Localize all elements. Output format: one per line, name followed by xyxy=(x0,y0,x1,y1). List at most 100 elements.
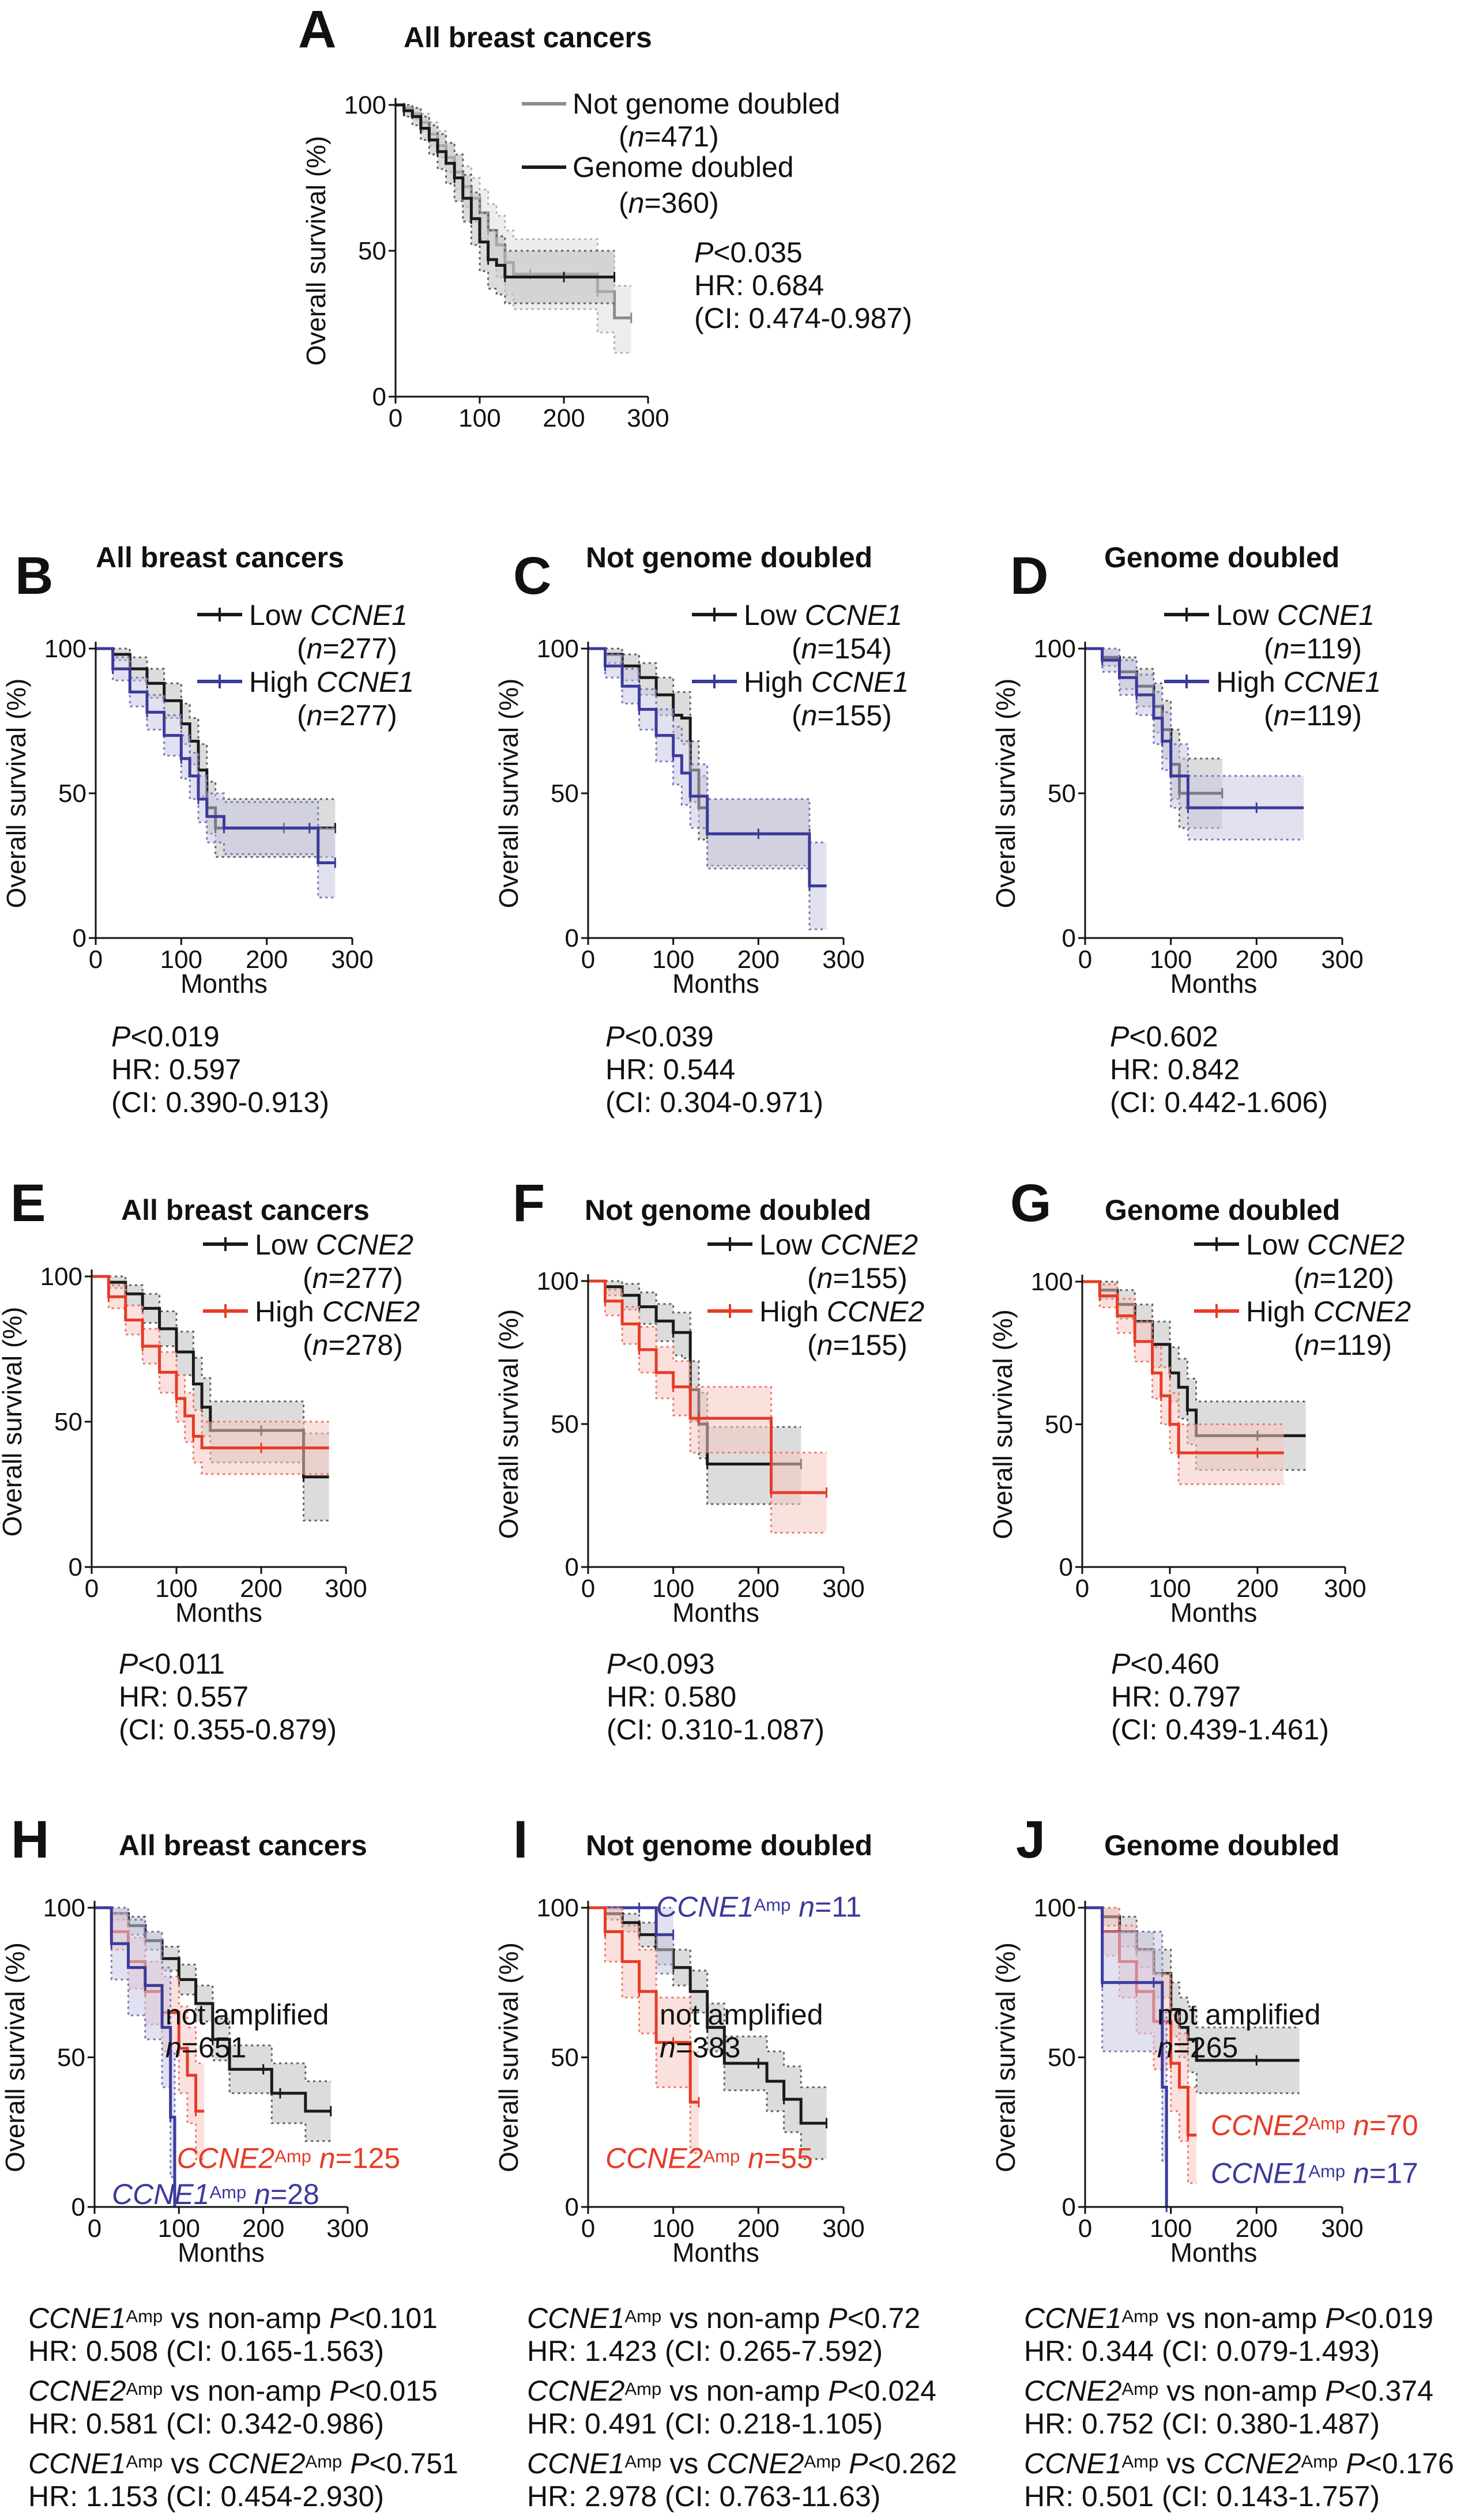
text-segment xyxy=(246,2178,254,2210)
text-segment: HR: 0.797 xyxy=(1111,1681,1241,1713)
text-segment: n xyxy=(799,1891,815,1923)
y-tick-label: 50 xyxy=(551,1410,579,1438)
text-segment: CCNE1 xyxy=(1024,2302,1121,2334)
text-segment: CCNE1 xyxy=(527,2302,624,2334)
series-high-ccne2 xyxy=(588,1279,827,1534)
legend-label: Genome doubled xyxy=(573,151,794,183)
text-segment: P xyxy=(1325,2302,1345,2334)
text-segment: =28 xyxy=(270,2178,319,2210)
legend-n: (n=277) xyxy=(297,632,397,665)
x-tick-label: 200 xyxy=(240,1574,282,1603)
ci-lower xyxy=(95,1907,176,2207)
x-tick-label: 100 xyxy=(155,1574,197,1603)
stats-line: P<0.093 xyxy=(607,1648,715,1680)
stats-line: HR: 1.153 (CI: 0.454-2.930) xyxy=(28,2480,384,2513)
legend-n: (n=119) xyxy=(1294,1329,1392,1361)
text-segment: vs non-amp xyxy=(1158,2302,1325,2334)
series-ccne1amp-n-28 xyxy=(95,1906,176,2207)
x-tick-label: 0 xyxy=(389,404,402,432)
x-tick-label: 0 xyxy=(1075,1574,1089,1603)
text-segment: n xyxy=(801,632,818,665)
text-segment: CCNE2 xyxy=(1313,1295,1411,1328)
x-tick-label: 300 xyxy=(331,946,373,974)
superscript: Amp xyxy=(209,2182,246,2202)
stats-line: CCNE2Amp vs non-amp P<0.024 xyxy=(527,2375,936,2407)
label-not-amplified: not amplified xyxy=(660,1998,823,2031)
stats-line: HR: 0.842 xyxy=(1110,1053,1240,1086)
y-tick-label: 50 xyxy=(358,237,386,265)
survival-line xyxy=(92,1275,329,1449)
ci-band xyxy=(1082,1282,1284,1485)
text-segment: P xyxy=(119,1648,138,1680)
text-segment: HR: 0.684 xyxy=(694,269,824,302)
text-segment: n xyxy=(307,699,323,732)
panel-title: Genome doubled xyxy=(1105,1194,1340,1226)
text-segment: <0.262 xyxy=(868,2447,957,2480)
text-segment xyxy=(841,2447,849,2480)
legend-label: Low CCNE2 xyxy=(759,1229,918,1261)
text-segment: Low xyxy=(1246,1229,1307,1261)
legend-n: (n=154) xyxy=(792,632,892,665)
y-tick-label: 100 xyxy=(1034,635,1076,663)
ci-band xyxy=(588,1281,827,1533)
text-segment: ( xyxy=(807,1329,817,1361)
superscript: Amp xyxy=(1308,2161,1345,2182)
text-segment: <0.093 xyxy=(626,1648,714,1680)
x-tick-label: 0 xyxy=(581,946,595,974)
superscript: Amp xyxy=(624,2306,661,2326)
text-segment: HR: 0.581 (CI: 0.342-0.986) xyxy=(28,2408,384,2440)
legend-label: Low CCNE1 xyxy=(1216,599,1375,631)
text-segment: P xyxy=(111,1020,131,1053)
text-segment: P xyxy=(1346,2447,1365,2480)
text-segment: HR: 0.597 xyxy=(111,1053,241,1086)
text-segment: CCNE1 xyxy=(1024,2447,1121,2480)
y-tick-label: 100 xyxy=(344,91,386,119)
x-tick-label: 200 xyxy=(1236,1574,1278,1603)
y-tick-label: 50 xyxy=(551,2044,579,2072)
text-segment: High xyxy=(1216,666,1283,698)
ci-lower xyxy=(1085,647,1304,841)
text-segment: P xyxy=(1110,1020,1130,1053)
panel-E: E All breast cancers 0 50 100 0 100 200 300 Month… xyxy=(0,1174,420,1746)
x-axis-label: Months xyxy=(180,969,268,999)
panel-title: Not genome doubled xyxy=(586,1829,872,1862)
text-segment: ( xyxy=(303,1262,313,1294)
text-segment: HR: 0.491 (CI: 0.218-1.105) xyxy=(527,2408,883,2440)
text-segment: =155) xyxy=(833,1329,907,1361)
text-segment: <0.602 xyxy=(1129,1020,1218,1053)
x-tick-label: 300 xyxy=(822,946,864,974)
label-ccne2amp: CCNE2Amp n=55 xyxy=(605,2142,813,2175)
x-tick-label: 200 xyxy=(246,946,288,974)
stats-line: HR: 0.491 (CI: 0.218-1.105) xyxy=(527,2408,883,2440)
panel-title: Not genome doubled xyxy=(586,541,872,574)
stats-line: P<0.011 xyxy=(119,1648,225,1680)
superscript: Amp xyxy=(703,2146,740,2167)
text-segment: =155) xyxy=(817,699,891,732)
ci-lower xyxy=(396,104,615,304)
y-tick-label: 50 xyxy=(1048,2044,1076,2072)
stats-line: HR: 0.797 xyxy=(1111,1681,1241,1713)
y-tick-label: 100 xyxy=(1034,1894,1076,1922)
ci-lower xyxy=(588,647,827,931)
superscript: Amp xyxy=(1121,2306,1158,2326)
text-segment: HR: 0.501 (CI: 0.143-1.757) xyxy=(1024,2480,1380,2513)
text-segment: =70 xyxy=(1369,2109,1418,2141)
legend-n: (n=155) xyxy=(807,1329,908,1361)
text-segment: ( xyxy=(1264,632,1274,665)
y-axis-label: Overall survival (%) xyxy=(988,1309,1018,1539)
legend-label: High CCNE1 xyxy=(1216,666,1381,698)
text-segment: CCNE1 xyxy=(1283,666,1381,698)
series-high-ccne1 xyxy=(588,647,827,931)
superscript: Amp xyxy=(1121,2451,1158,2472)
panel-letter: E xyxy=(10,1174,46,1233)
text-segment xyxy=(311,2142,319,2175)
superscript: Amp xyxy=(624,2451,661,2472)
text-segment xyxy=(1345,2109,1353,2141)
text-segment: =119) xyxy=(1289,699,1362,732)
text-segment: <0.176 xyxy=(1365,2447,1454,2480)
x-axis-label: Months xyxy=(1170,2238,1258,2267)
ci-lower xyxy=(588,1907,699,2154)
text-segment xyxy=(342,2447,350,2480)
ci-lower xyxy=(1085,647,1222,829)
text-segment: (CI: 0.355-0.879) xyxy=(119,1713,337,1746)
